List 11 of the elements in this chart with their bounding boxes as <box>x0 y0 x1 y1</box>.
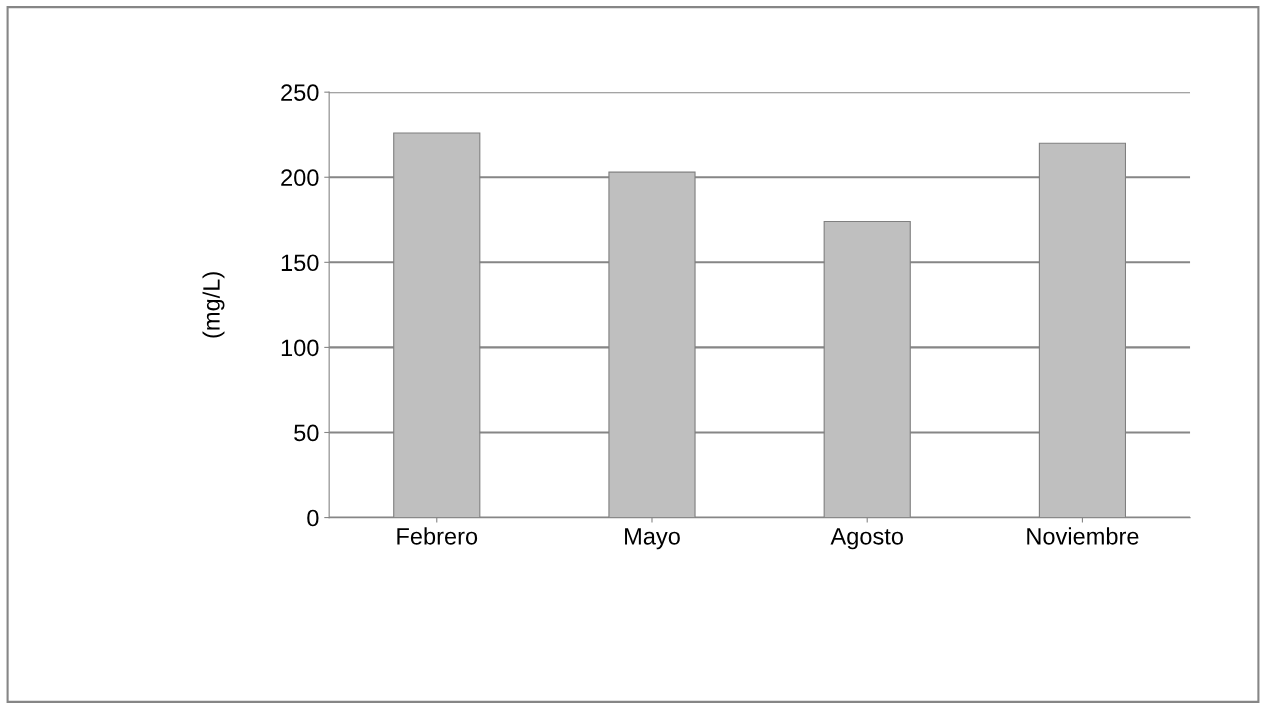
y-tick-label: 150 <box>281 254 319 272</box>
x-tick-label: Noviembre <box>1027 527 1139 545</box>
y-tick-label: 250 <box>281 84 319 101</box>
x-tick-label: Febrero <box>397 527 478 545</box>
y-tick-label: 50 <box>294 424 319 442</box>
y-tick-label: 200 <box>281 169 319 187</box>
x-tick-label: Mayo <box>625 528 680 550</box>
y-axis-title: (mg/L) <box>202 272 225 338</box>
y-tick-label: 100 <box>281 339 319 357</box>
x-tick-label: Agosto <box>830 528 903 550</box>
y-tick-label: 0 <box>307 509 319 527</box>
